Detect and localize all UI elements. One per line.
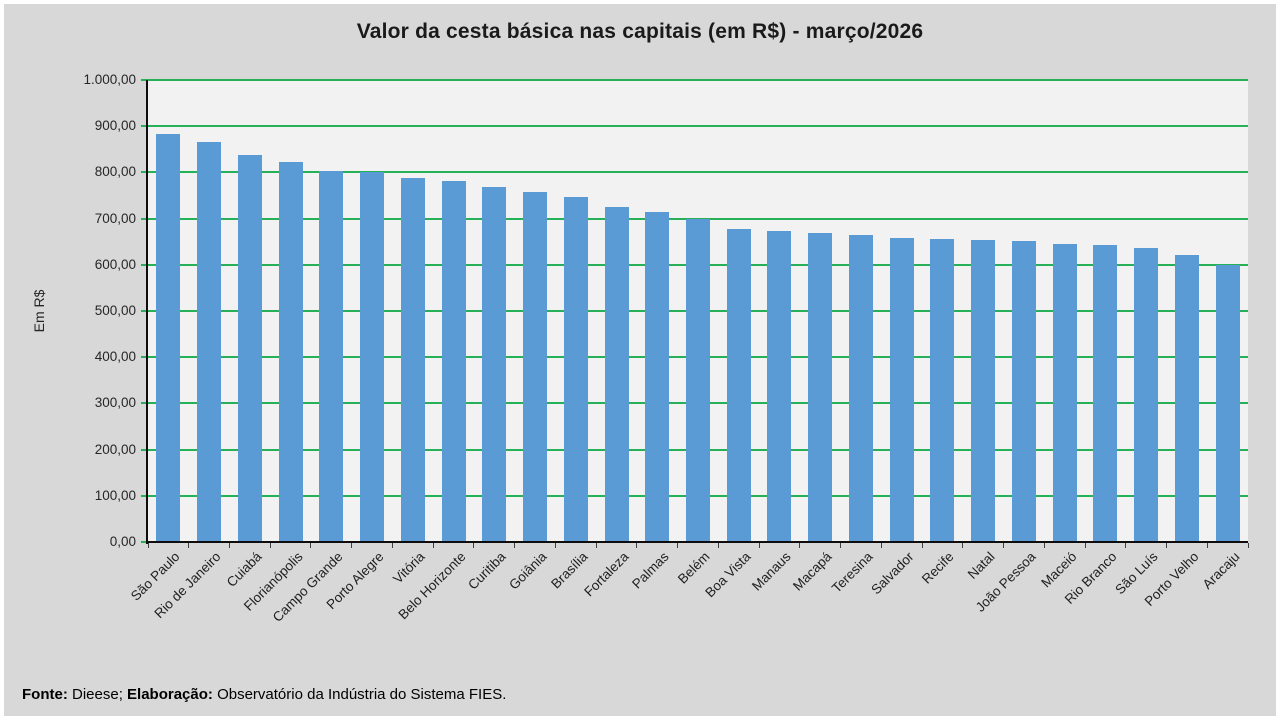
y-axis-tick-label: 500,00 [94, 303, 136, 318]
x-axis-tick-mark [147, 543, 149, 548]
bar [360, 172, 385, 542]
chart-footer: Fonte: Dieese; Elaboração: Observatório … [22, 686, 506, 703]
x-axis-tick-mark [595, 543, 597, 548]
gridline [148, 125, 1248, 128]
y-axis-tick-mark [141, 125, 148, 128]
bar [767, 230, 792, 542]
chart-panel: Valor da cesta básica nas capitais (em R… [4, 4, 1276, 716]
x-axis-tick-mark [554, 543, 556, 548]
x-axis-tick-mark [310, 543, 312, 548]
bar [319, 170, 344, 542]
y-axis-tick-label: 100,00 [94, 487, 136, 503]
x-axis-tick-mark [432, 543, 434, 548]
bar [1052, 244, 1077, 542]
bar [1134, 248, 1159, 542]
bar [400, 178, 425, 542]
bar [237, 155, 262, 542]
bar [278, 161, 303, 542]
bar [930, 239, 955, 542]
bar [1011, 240, 1036, 542]
y-axis-tick-label: 300,00 [94, 395, 136, 411]
y-axis-tick-label: 400,00 [94, 349, 136, 365]
x-axis-tick-mark [1247, 543, 1249, 548]
x-axis-tick-mark [473, 543, 475, 548]
chart-title: Valor da cesta básica nas capitais (em R… [356, 20, 924, 43]
bar [604, 206, 629, 542]
bar [1093, 245, 1118, 542]
bar [563, 197, 588, 542]
bar [848, 234, 873, 542]
x-axis-tick-mark [962, 543, 964, 548]
bar [971, 239, 996, 542]
y-axis-tick-label: 200,00 [94, 441, 136, 457]
footer-source-text: Dieese; [67, 686, 128, 703]
y-axis-tick-mark [141, 448, 148, 451]
y-axis-tick-mark [141, 263, 148, 266]
x-axis-tick-mark [228, 543, 230, 548]
y-axis-tick-mark [141, 494, 148, 497]
y-axis-tick-label: 900,00 [94, 118, 136, 134]
bar [523, 192, 548, 542]
x-axis-tick-mark [1003, 543, 1005, 548]
y-axis-tick-mark [141, 217, 148, 220]
y-axis-tick-label: 0,00 [109, 534, 136, 549]
x-axis-tick-mark [799, 543, 801, 548]
x-axis-tick-mark [188, 543, 190, 548]
footer-source-label: Fonte: [22, 686, 68, 703]
y-axis-tick-mark [141, 79, 148, 81]
bar [441, 180, 466, 542]
bar [197, 142, 222, 542]
bar [1215, 264, 1240, 542]
x-axis-tick-mark [758, 543, 760, 548]
y-axis-tick-mark [141, 356, 148, 359]
y-axis-tick-mark [141, 402, 148, 405]
y-axis-tick-mark [141, 171, 148, 174]
x-axis-tick-mark [677, 543, 679, 548]
bar [645, 211, 670, 542]
x-axis-tick-mark [880, 543, 882, 548]
x-axis-tick-mark [1166, 543, 1168, 548]
x-axis-tick-mark [391, 543, 393, 548]
y-axis-line [146, 80, 148, 544]
gridline [148, 79, 1248, 81]
bar [808, 232, 833, 542]
x-axis-tick-mark [636, 543, 638, 548]
x-axis-tick-mark [269, 543, 271, 548]
x-axis-tick-mark [840, 543, 842, 548]
footer-elaboration-text: Observatório da Indústria do Sistema FIE… [212, 686, 507, 703]
bar [726, 228, 751, 542]
y-axis-tick-mark [141, 541, 148, 543]
y-axis-tick-label: 700,00 [94, 210, 136, 226]
footer-elaboration-label: Elaboração: [127, 686, 213, 703]
x-axis-tick-mark [1206, 543, 1208, 548]
plot-area [148, 79, 1248, 542]
x-axis-tick-mark [351, 543, 353, 548]
gridline [148, 171, 1248, 174]
x-axis-tick-mark [514, 543, 516, 548]
bar [686, 218, 710, 542]
bar [156, 134, 181, 542]
y-axis-tick-mark [141, 310, 148, 312]
x-axis-tick-mark [1125, 543, 1127, 548]
x-axis-tick-mark [717, 543, 719, 548]
bar [482, 187, 507, 542]
y-axis-tick-label: 1.000,00 [83, 72, 136, 87]
x-axis-tick-mark [921, 543, 923, 548]
bar [1174, 255, 1199, 542]
bar [889, 238, 914, 542]
y-axis-tick-label: 600,00 [94, 256, 136, 272]
x-axis-tick-mark [1043, 543, 1045, 548]
y-axis-tick-label: 800,00 [94, 164, 136, 180]
x-axis-tick-mark [1084, 543, 1086, 548]
x-axis-line [146, 541, 1248, 543]
